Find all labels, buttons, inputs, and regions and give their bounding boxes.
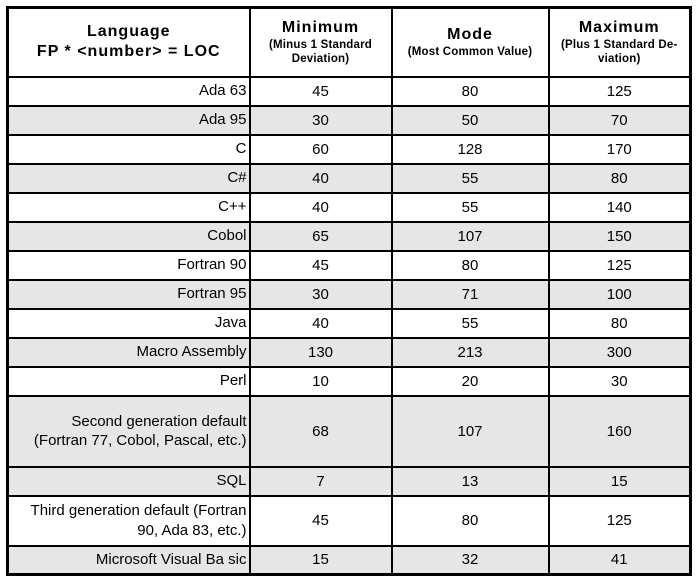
mode-cell: 55	[390, 191, 550, 223]
minimum-cell: 10	[248, 365, 393, 397]
language-cell: Macro Assembly	[6, 336, 251, 368]
language-cell: C++	[6, 191, 251, 223]
maximum-cell: 100	[547, 278, 692, 310]
mode-cell: 71	[390, 278, 550, 310]
minimum-cell: 7	[248, 465, 393, 497]
maximum-cell: 80	[547, 307, 692, 339]
table-header-row: Language FP * <number> = LOC Minimum (Mi…	[6, 6, 692, 78]
minimum-header-title: Minimum	[281, 18, 360, 36]
table-row: Second generation default (Fortran 77, C…	[6, 394, 692, 468]
maximum-header-subtitle: (Plus 1 Standard De-viation)	[561, 38, 678, 65]
table-row: C# 40 55 80	[6, 162, 692, 194]
table-row: Cobol 65 107 150	[6, 220, 692, 252]
table-row: Fortran 90 45 80 125	[6, 249, 692, 281]
fp-to-loc-conversion-table: Language FP * <number> = LOC Minimum (Mi…	[6, 6, 692, 576]
maximum-header-title: Maximum	[578, 18, 660, 36]
language-cell: Second generation default (Fortran 77, C…	[6, 394, 251, 468]
mode-cell: 20	[390, 365, 550, 397]
table-row: Ada 63 45 80 125	[6, 75, 692, 107]
minimum-cell: 68	[248, 394, 393, 468]
maximum-cell: 150	[547, 220, 692, 252]
mode-cell: 32	[390, 544, 550, 576]
language-cell: C	[6, 133, 251, 165]
maximum-cell: 125	[547, 75, 692, 107]
minimum-column-header: Minimum (Minus 1 Standard Deviation)	[248, 6, 393, 78]
table-row: Macro Assembly 130 213 300	[6, 336, 692, 368]
minimum-cell: 40	[248, 191, 393, 223]
mode-cell: 80	[390, 75, 550, 107]
mode-column-header: Mode (Most Common Value)	[390, 6, 550, 78]
table-row: SQL 7 13 15	[6, 465, 692, 497]
maximum-cell: 41	[547, 544, 692, 576]
maximum-cell: 125	[547, 249, 692, 281]
language-cell: Cobol	[6, 220, 251, 252]
maximum-cell: 15	[547, 465, 692, 497]
mode-header-title: Mode	[447, 25, 493, 43]
minimum-cell: 15	[248, 544, 393, 576]
minimum-cell: 30	[248, 104, 393, 136]
language-header-formula: FP * <number> = LOC	[36, 43, 221, 61]
table-row: C 60 128 170	[6, 133, 692, 165]
mode-cell: 13	[390, 465, 550, 497]
minimum-cell: 45	[248, 249, 393, 281]
mode-cell: 107	[390, 394, 550, 468]
mode-cell: 50	[390, 104, 550, 136]
maximum-cell: 170	[547, 133, 692, 165]
maximum-cell: 70	[547, 104, 692, 136]
mode-cell: 80	[390, 249, 550, 281]
language-cell: SQL	[6, 465, 251, 497]
minimum-header-subtitle: (Minus 1 Standard Deviation)	[268, 38, 373, 65]
table-row: Fortran 95 30 71 100	[6, 278, 692, 310]
language-cell: Ada 63	[6, 75, 251, 107]
minimum-cell: 45	[248, 75, 393, 107]
minimum-cell: 40	[248, 162, 393, 194]
maximum-cell: 80	[547, 162, 692, 194]
maximum-cell: 140	[547, 191, 692, 223]
table-row: Microsoft Visual Ba sic 15 32 41	[6, 544, 692, 576]
mode-cell: 128	[390, 133, 550, 165]
language-column-header: Language FP * <number> = LOC	[6, 6, 251, 78]
minimum-cell: 60	[248, 133, 393, 165]
maximum-cell: 30	[547, 365, 692, 397]
mode-cell: 55	[390, 162, 550, 194]
language-cell: Third generation default (Fortran 90, Ad…	[6, 494, 251, 547]
minimum-cell: 65	[248, 220, 393, 252]
mode-cell: 107	[390, 220, 550, 252]
table-row: Third generation default (Fortran 90, Ad…	[6, 494, 692, 547]
language-header-title: Language	[86, 23, 171, 41]
table-row: Java 40 55 80	[6, 307, 692, 339]
maximum-cell: 160	[547, 394, 692, 468]
minimum-cell: 45	[248, 494, 393, 547]
mode-header-subtitle: (Most Common Value)	[407, 45, 533, 58]
minimum-cell: 130	[248, 336, 393, 368]
table-row: Perl 10 20 30	[6, 365, 692, 397]
minimum-cell: 40	[248, 307, 393, 339]
language-cell: Fortran 95	[6, 278, 251, 310]
language-cell: Ada 95	[6, 104, 251, 136]
maximum-cell: 125	[547, 494, 692, 547]
language-cell: Fortran 90	[6, 249, 251, 281]
language-cell: Microsoft Visual Ba sic	[6, 544, 251, 576]
table-row: Ada 95 30 50 70	[6, 104, 692, 136]
language-cell: Perl	[6, 365, 251, 397]
language-cell: Java	[6, 307, 251, 339]
table-row: C++ 40 55 140	[6, 191, 692, 223]
maximum-cell: 300	[547, 336, 692, 368]
language-cell: C#	[6, 162, 251, 194]
minimum-cell: 30	[248, 278, 393, 310]
mode-cell: 55	[390, 307, 550, 339]
maximum-column-header: Maximum (Plus 1 Standard De-viation)	[547, 6, 692, 78]
mode-cell: 80	[390, 494, 550, 547]
mode-cell: 213	[390, 336, 550, 368]
